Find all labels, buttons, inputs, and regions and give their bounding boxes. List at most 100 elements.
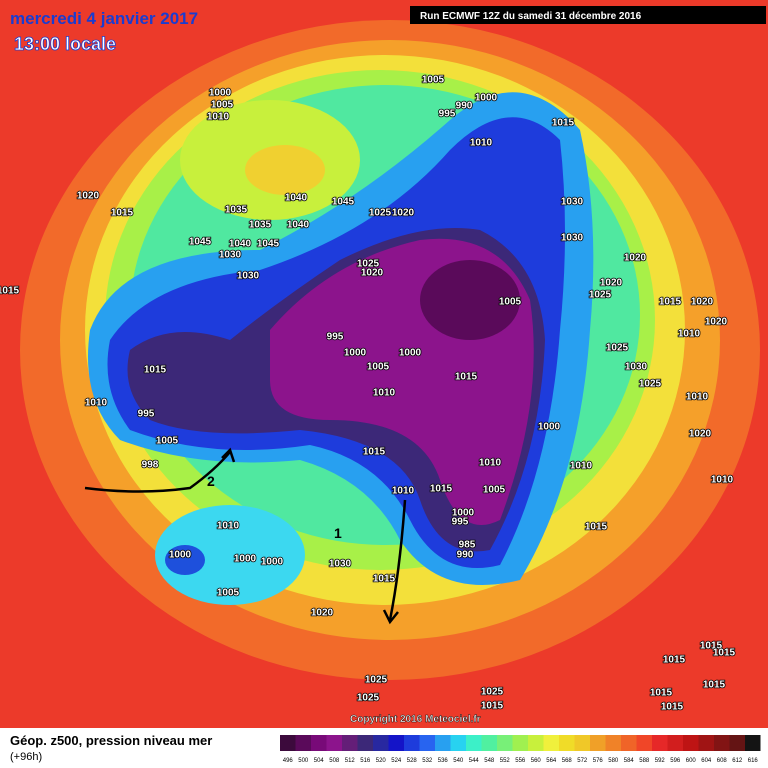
isobar-label: 990 (457, 550, 474, 561)
legend-tick: 520 (376, 758, 387, 764)
legend-swatch (652, 735, 668, 751)
isobar-label: 998 (142, 460, 159, 471)
isobar-label: 1040 (285, 193, 308, 204)
isobar-label: 1015 (713, 648, 736, 659)
legend-tick: 600 (686, 758, 697, 764)
legend-tick: 560 (531, 758, 542, 764)
arrow (388, 499, 407, 621)
isobar-label: 995 (138, 409, 155, 420)
legend-tick: 572 (577, 758, 588, 764)
isobar-label: 985 (459, 540, 476, 551)
isobar-label: 1020 (689, 429, 712, 440)
legend-swatch (481, 735, 497, 751)
isobar-label: 1020 (705, 317, 728, 328)
zone (245, 145, 325, 195)
isobar-label: 1010 (678, 329, 701, 340)
isobar-label: 1045 (257, 239, 280, 250)
isobar-label: 1010 (217, 521, 240, 532)
legend-swatch (621, 735, 637, 751)
isobar-label: 1010 (570, 461, 593, 472)
legend-tick: 596 (670, 758, 681, 764)
isobar-label: 1025 (481, 687, 504, 698)
legend-swatch (419, 735, 435, 751)
legend-tick: 532 (422, 758, 433, 764)
isobar-label: 1010 (373, 388, 396, 399)
footer-title: Géop. z500, pression niveau mer (10, 733, 212, 748)
legend-swatch (435, 735, 451, 751)
legend-tick: 584 (624, 758, 635, 764)
isobar-label: 1010 (470, 138, 493, 149)
legend-tick: 576 (593, 758, 604, 764)
legend-tick: 496 (283, 758, 294, 764)
isobar-label: 1040 (287, 220, 310, 231)
legend-tick: 592 (655, 758, 666, 764)
legend-swatch (574, 735, 590, 751)
isobar-label: 1025 (357, 259, 380, 270)
isobar-label: 1010 (686, 392, 709, 403)
zone (155, 505, 305, 605)
isobar-label: 1010 (207, 112, 230, 123)
isobar-label: 1030 (561, 197, 584, 208)
isobar-label: 1010 (479, 458, 502, 469)
isobar-label: 1045 (332, 197, 355, 208)
isobar-label: 1000 (399, 348, 422, 359)
legend-swatch (512, 735, 528, 751)
isobar-label: 1040 (229, 239, 252, 250)
legend-swatch (683, 735, 699, 751)
legend-swatch (667, 735, 683, 751)
legend-swatch (450, 735, 466, 751)
isobar-label: 1025 (365, 675, 388, 686)
annotation: 1 (334, 525, 342, 541)
arrow-head (382, 609, 399, 625)
legend-swatch (311, 735, 327, 751)
legend-swatch (388, 735, 404, 751)
isobar-label: 1035 (225, 205, 248, 216)
isobar-label: 995 (327, 332, 344, 343)
legend-tick: 508 (329, 758, 340, 764)
legend-swatch (357, 735, 373, 751)
legend-tick: 612 (732, 758, 743, 764)
legend-tick: 540 (453, 758, 464, 764)
legend-tick: 564 (546, 758, 557, 764)
isobar-label: 1020 (691, 297, 714, 308)
legend-swatch (698, 735, 714, 751)
time: 13:00 locale (14, 34, 116, 54)
isobar-label: 1000 (169, 550, 192, 561)
isobar-label: 1015 (585, 522, 608, 533)
legend-swatch (326, 735, 342, 751)
legend-swatch (466, 735, 482, 751)
date: mercredi 4 janvier 2017 (10, 9, 198, 28)
isobar-label: 1015 (373, 574, 396, 585)
isobar-label: 1015 (663, 655, 686, 666)
legend-swatch (605, 735, 621, 751)
isobar-label: 1020 (392, 208, 415, 219)
legend-swatch (543, 735, 559, 751)
isobar-label: 1005 (422, 75, 445, 86)
isobar-label: 1010 (392, 486, 415, 497)
isobar-label: 1025 (369, 208, 392, 219)
legend-tick: 524 (391, 758, 402, 764)
legend-tick: 580 (608, 758, 619, 764)
isobar-label: 1005 (499, 297, 522, 308)
isobar-label: 1015 (659, 297, 682, 308)
isobar-label: 1005 (217, 588, 240, 599)
isobar-label: 1015 (144, 365, 167, 376)
arrow-head (221, 447, 236, 463)
isobar-label: 1020 (361, 268, 384, 279)
isobar-label: 1030 (329, 559, 352, 570)
legend-tick: 500 (298, 758, 309, 764)
isobar-label: 1025 (606, 343, 629, 354)
isobar-label: 1030 (625, 362, 648, 373)
legend-swatch (636, 735, 652, 751)
run-box (410, 6, 766, 24)
isobar-label: 1045 (189, 237, 212, 248)
isobar-label: 1010 (85, 398, 108, 409)
isobar-label: 1015 (481, 701, 504, 712)
isobar-label: 1000 (538, 422, 561, 433)
run: Run ECMWF 12Z du samedi 31 décembre 2016 (420, 11, 642, 22)
legend-tick: 608 (717, 758, 728, 764)
isobar-label: 1030 (219, 250, 242, 261)
zone (420, 260, 520, 340)
isobar-label: 1035 (249, 220, 272, 231)
